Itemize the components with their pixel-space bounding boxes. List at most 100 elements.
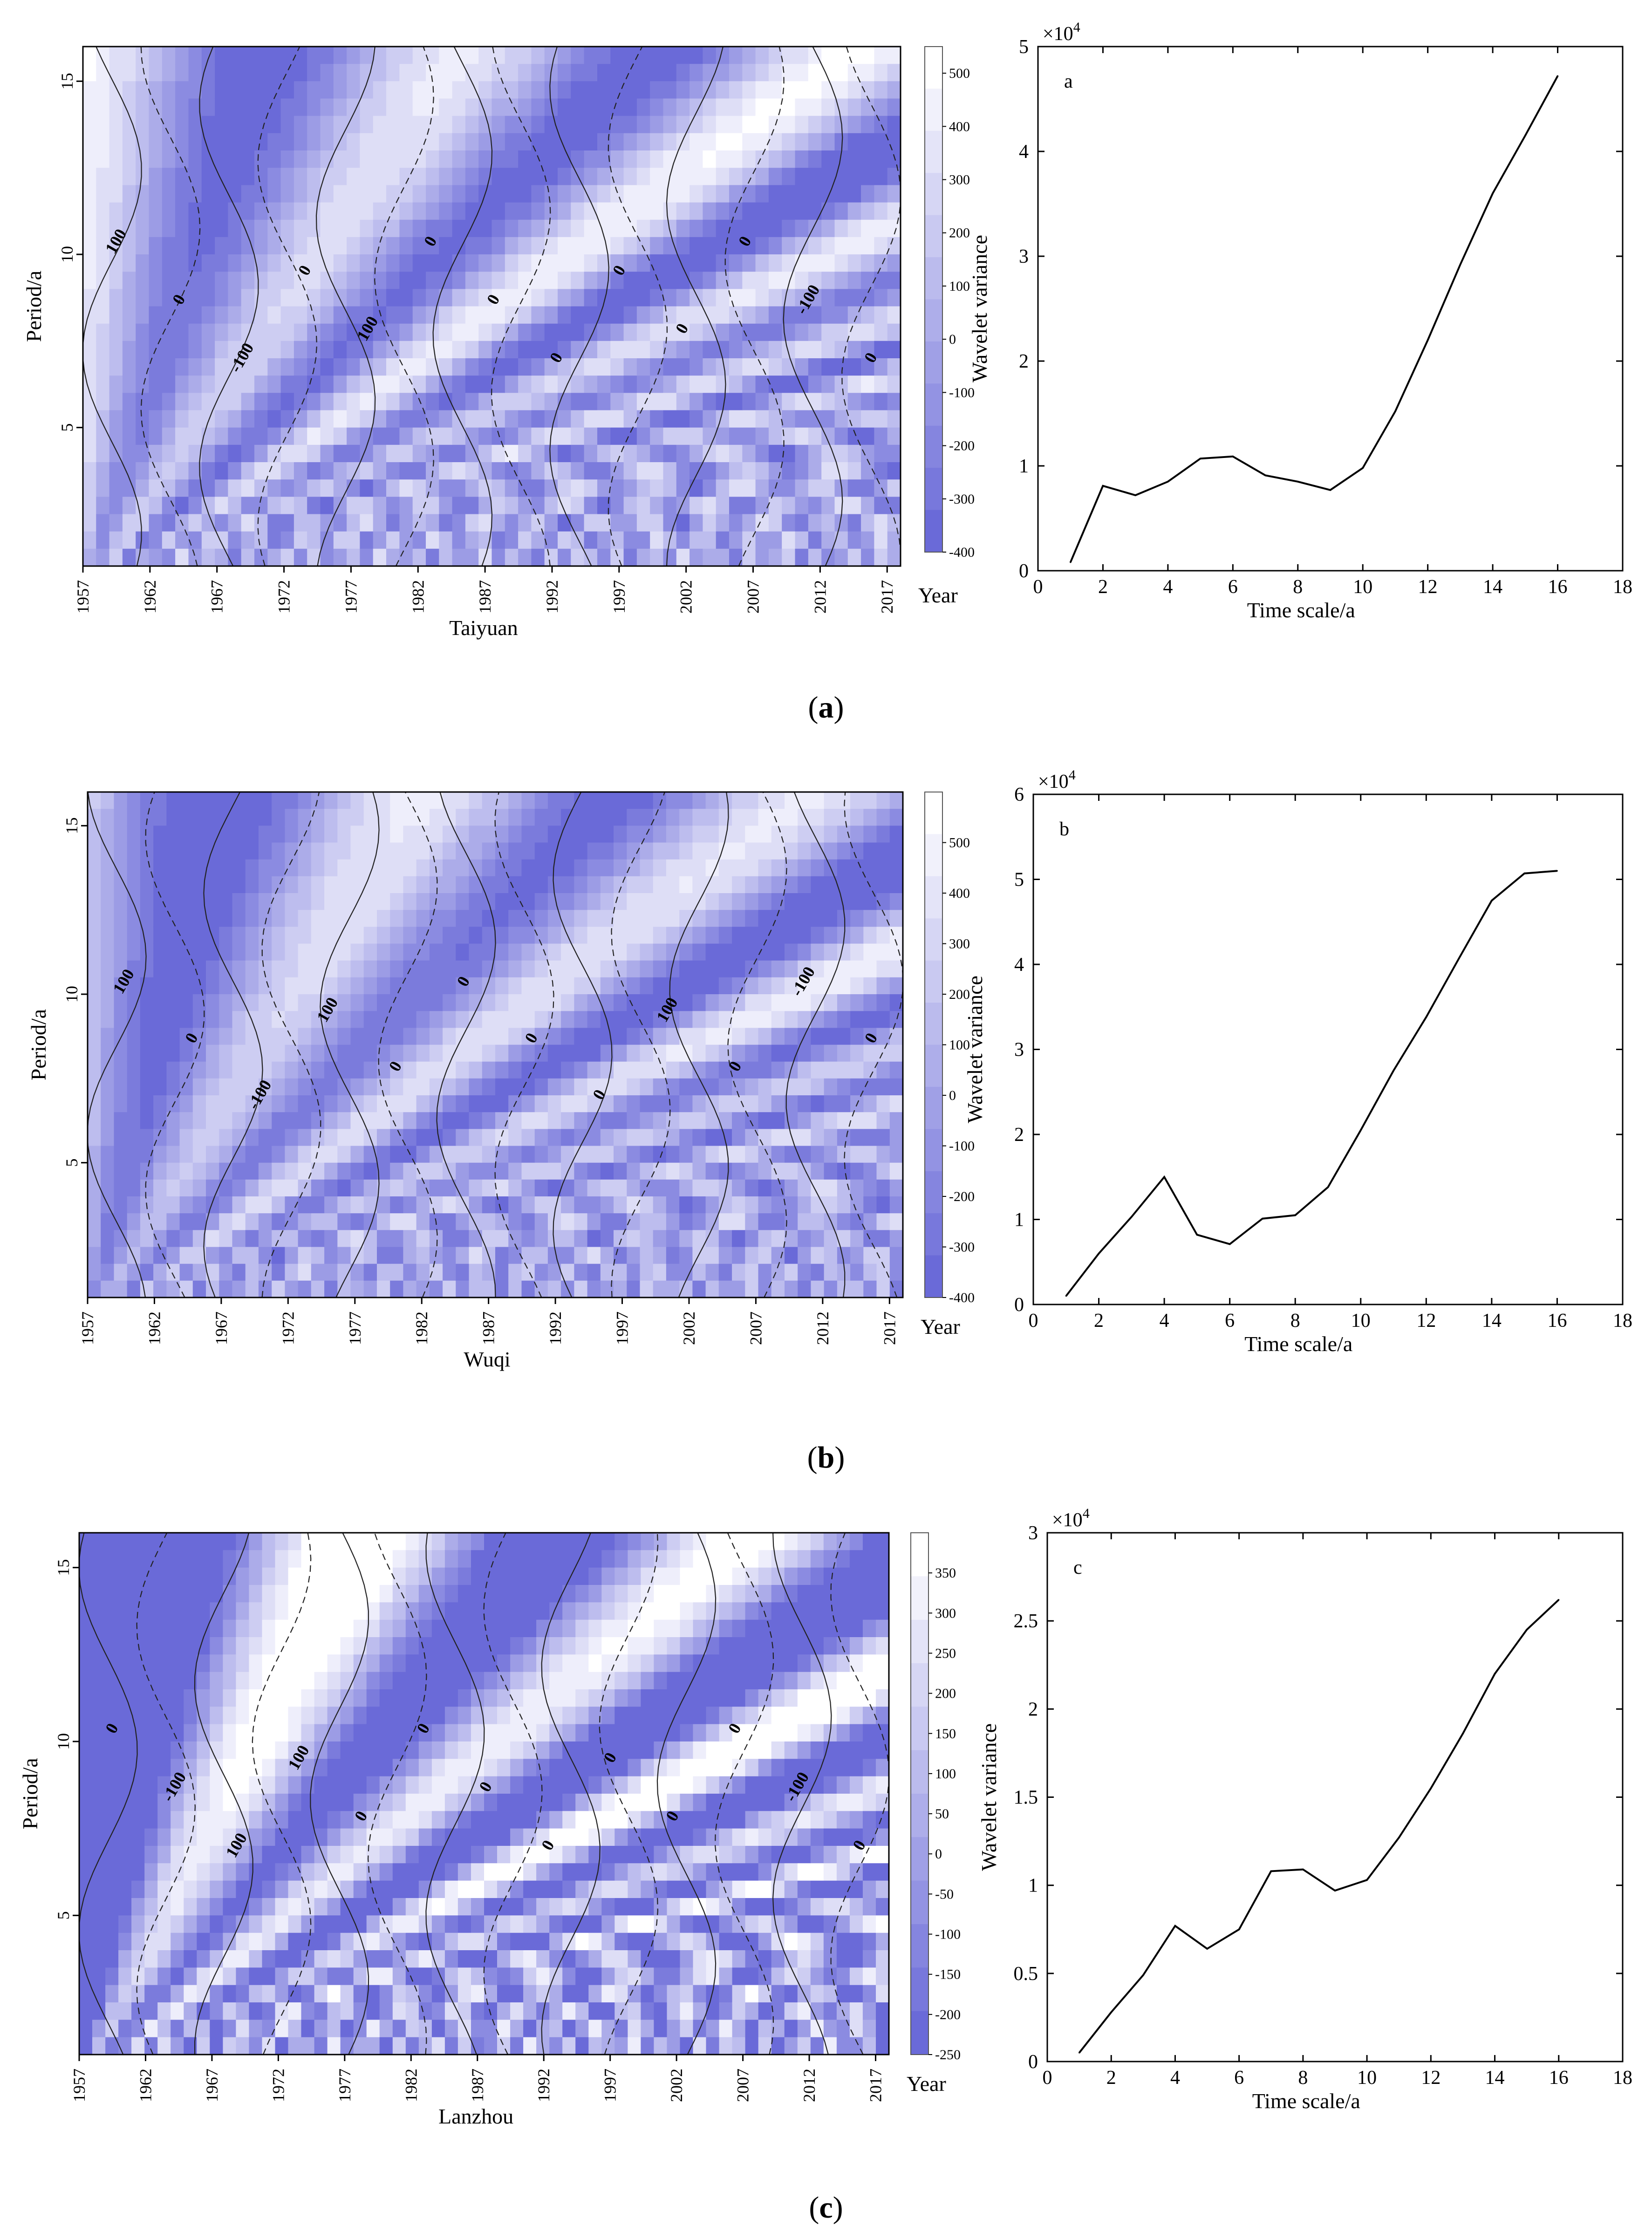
contour-cell	[215, 306, 229, 324]
contour-cell	[518, 548, 532, 566]
contour-cell	[653, 1230, 667, 1248]
contour-cell	[131, 1863, 145, 1881]
contour-cell	[627, 943, 641, 961]
contour-cell	[534, 1129, 548, 1147]
contour-cell	[175, 358, 189, 376]
contour-cell	[267, 202, 281, 220]
contour-cell	[314, 1933, 328, 1951]
contour-cell	[876, 876, 890, 894]
contour-cell	[405, 1985, 419, 2003]
contour-cell	[405, 1898, 419, 1916]
contour-cell	[288, 1950, 302, 1968]
contour-cell	[399, 98, 413, 116]
contour-cell	[285, 1129, 299, 1147]
data-point	[1262, 1218, 1263, 1220]
contour-cell	[824, 1247, 838, 1264]
contour-cell	[705, 893, 719, 910]
contour-cell	[188, 323, 202, 341]
contour-cell	[144, 1967, 158, 1986]
contour-cell	[705, 910, 719, 928]
contour-cell	[745, 1011, 759, 1029]
contour-cell	[320, 410, 334, 428]
contour-cell	[324, 809, 338, 826]
contour-line	[432, 47, 493, 566]
contour-cell	[144, 1985, 158, 2003]
contour-cell	[314, 1602, 328, 1620]
contour-cell	[140, 1078, 154, 1096]
contour-cell	[850, 927, 864, 944]
contour-cell	[834, 531, 848, 549]
contour-cell	[311, 1247, 325, 1264]
contour-cell	[405, 1933, 419, 1951]
contour-cell	[118, 2020, 132, 2038]
contour-cell	[614, 842, 627, 860]
panel-label: (a)	[808, 690, 844, 724]
contour-cell	[109, 358, 123, 376]
contour-cell	[431, 1689, 445, 1707]
contour-cell	[353, 1776, 367, 1794]
contour-cell	[521, 1146, 535, 1163]
contour-cell	[171, 1637, 184, 1655]
contour-cell	[444, 1654, 458, 1673]
contour-cell	[811, 1112, 825, 1130]
contour-cell	[426, 497, 440, 515]
contour-cell	[679, 1179, 693, 1197]
contour-cell	[288, 1654, 302, 1673]
contour-cell	[492, 254, 505, 272]
contour-cell	[716, 548, 730, 566]
contour-cell	[561, 1230, 575, 1248]
contour-cell	[782, 81, 796, 99]
contour-cell	[465, 531, 479, 549]
contour-cell	[149, 393, 163, 411]
contour-cell	[162, 47, 176, 64]
contour-cell	[863, 1045, 877, 1062]
contour-cell	[416, 1011, 430, 1029]
contour-cell	[340, 1654, 354, 1673]
contour-cell	[131, 1550, 145, 1568]
contour-cell	[653, 826, 667, 843]
contour-cell	[782, 410, 796, 428]
contour-cell	[363, 1028, 377, 1045]
contour-cell	[676, 358, 690, 376]
contour-cell	[320, 427, 334, 445]
contour-cell	[418, 1602, 432, 1620]
contour-cell	[223, 1759, 237, 1777]
contour-cell	[337, 943, 351, 961]
contour-cell	[412, 358, 426, 376]
contour-cell	[597, 444, 611, 463]
contour-cell	[360, 133, 374, 151]
contour-cell	[418, 1898, 432, 1916]
contour-cell	[294, 47, 307, 64]
contour-cell	[153, 1078, 167, 1096]
contour-cell	[258, 1213, 272, 1231]
contour-cell	[333, 289, 347, 307]
contour-cell	[280, 219, 294, 238]
contour-line	[783, 47, 843, 566]
contour-cell	[640, 977, 654, 995]
contour-cell	[377, 893, 390, 910]
contour-cell	[627, 826, 641, 843]
contour-cell	[876, 1146, 890, 1163]
contour-cell	[197, 1585, 211, 1603]
contour-cell	[258, 842, 272, 860]
contour-cell	[353, 1967, 367, 1986]
contour-cell	[416, 1247, 430, 1264]
contour-cell	[456, 1179, 470, 1197]
contour-cell	[162, 202, 176, 220]
x-tick-label: 2012	[811, 580, 829, 614]
contour-cell	[614, 1280, 627, 1297]
contour-cell	[399, 306, 413, 324]
contour-cell	[597, 479, 611, 498]
contour-cell	[758, 1247, 772, 1264]
contour-cell	[666, 1179, 680, 1197]
contour-cell	[863, 977, 877, 995]
contour-cell	[294, 133, 307, 151]
contour-cell	[114, 1247, 128, 1264]
contour-cell	[288, 1811, 302, 1829]
contour-cell	[636, 150, 650, 168]
contour-cell	[236, 1985, 250, 2003]
contour-cell	[456, 1112, 470, 1130]
contour-cell	[416, 1230, 430, 1248]
contour-cell	[171, 1846, 184, 1864]
contour-cell	[465, 202, 479, 220]
